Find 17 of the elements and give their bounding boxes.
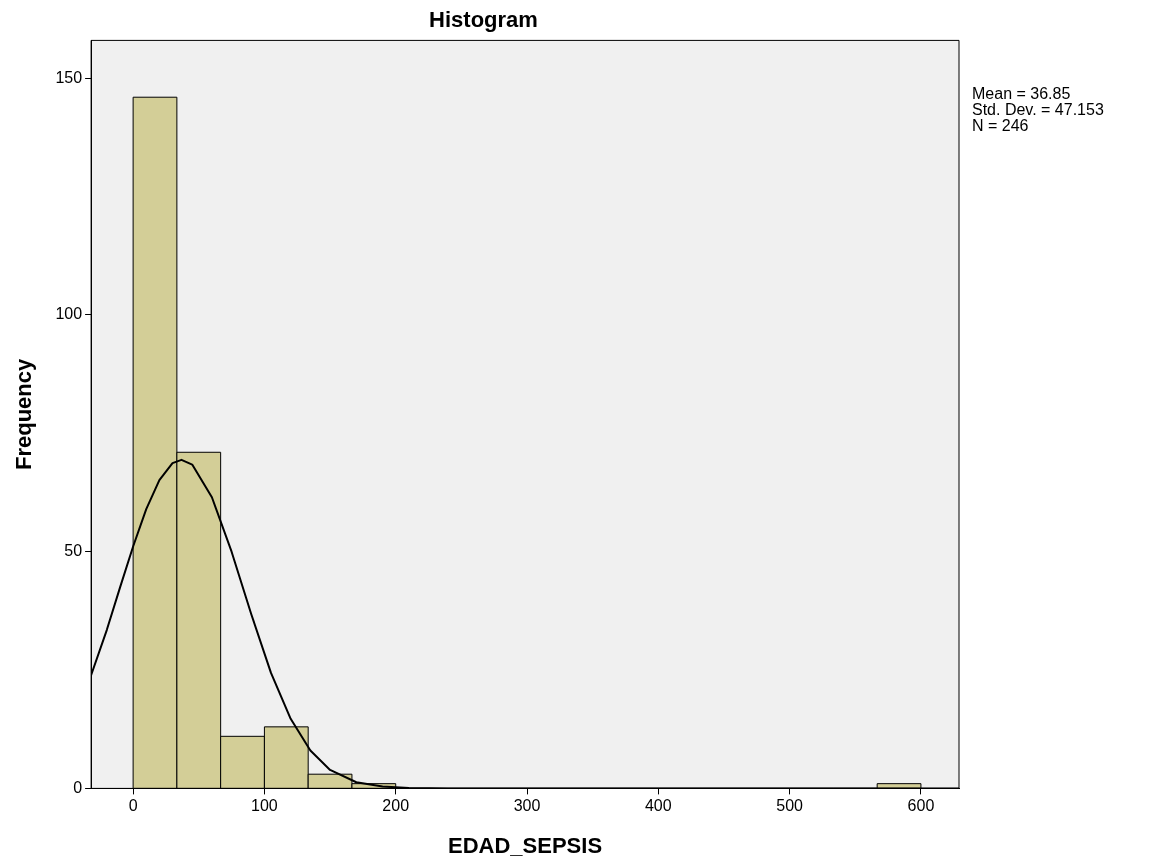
text: N = 246 bbox=[972, 117, 1030, 134]
x-tick-label: 300 bbox=[513, 797, 541, 815]
y-tick-label: 150 bbox=[55, 68, 83, 86]
y-tick-label: 100 bbox=[55, 305, 83, 323]
chart-title: Histogram bbox=[429, 7, 538, 33]
y-axis-title: Frequency bbox=[11, 358, 37, 471]
x-tick-label: 400 bbox=[644, 797, 672, 815]
y-tick-label: 50 bbox=[64, 542, 83, 560]
x-tick-label: 500 bbox=[776, 797, 804, 815]
x-tick-label: 100 bbox=[251, 797, 278, 815]
x-tick-label: 600 bbox=[907, 797, 935, 815]
text: Std. Dev. = 47.153 bbox=[972, 101, 1104, 118]
x-axis-title: EDAD_SEPSIS bbox=[448, 832, 603, 858]
x-tick-label: 0 bbox=[128, 797, 138, 815]
text: Mean = 36.85 bbox=[972, 85, 1072, 102]
x-tick-label: 200 bbox=[382, 797, 410, 815]
y-tick-label: 0 bbox=[73, 778, 83, 796]
